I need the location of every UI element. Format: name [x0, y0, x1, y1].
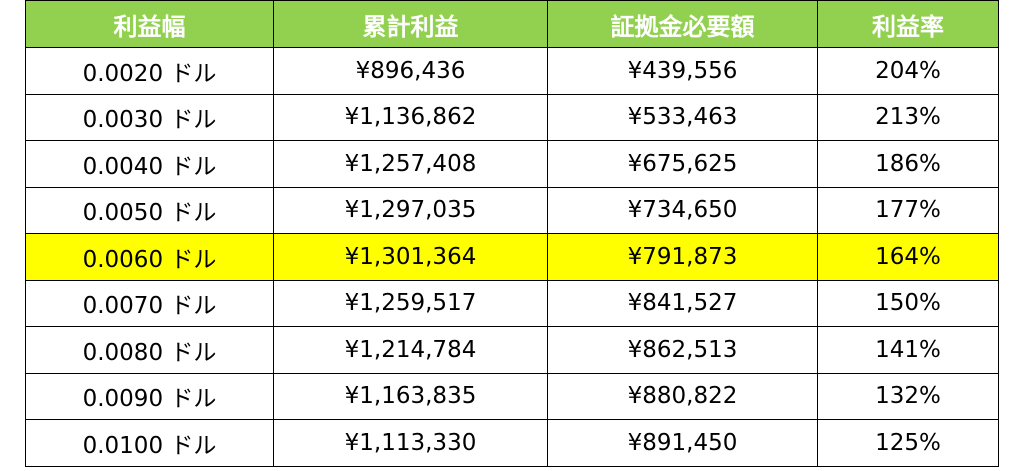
cell-profit-rate[interactable]: 132%	[817, 372, 999, 420]
cell-profit-width[interactable]: 0.0060 ドル	[25, 233, 274, 281]
cell-profit-width[interactable]: 0.0090 ドル	[25, 372, 274, 420]
cell-profit-width[interactable]: 0.0020 ドル	[25, 47, 274, 95]
spreadsheet-area: 利益幅 累計利益 証拠金必要額 利益率 0.0020 ドル ¥896,436 ¥…	[25, 0, 999, 467]
table-header: 利益幅 累計利益 証拠金必要額 利益率	[25, 0, 999, 48]
profit-table: 利益幅 累計利益 証拠金必要額 利益率 0.0020 ドル ¥896,436 ¥…	[25, 0, 999, 467]
cell-profit-width[interactable]: 0.0050 ドル	[25, 186, 274, 234]
cell-profit-width[interactable]: 0.0100 ドル	[25, 419, 274, 467]
cell-profit-rate[interactable]: 213%	[817, 93, 999, 141]
header-profit-rate[interactable]: 利益率	[817, 0, 999, 48]
cell-cumulative-profit[interactable]: ¥1,113,330	[273, 419, 548, 467]
table-body: 0.0020 ドル ¥896,436 ¥439,556 204% 0.0030 …	[25, 47, 999, 467]
cell-cumulative-profit[interactable]: ¥1,214,784	[273, 326, 548, 374]
cell-profit-width[interactable]: 0.0070 ドル	[25, 279, 274, 327]
cell-profit-rate[interactable]: 125%	[817, 419, 999, 467]
cell-cumulative-profit[interactable]: ¥1,301,364	[273, 233, 548, 281]
header-required-margin[interactable]: 証拠金必要額	[547, 0, 818, 48]
cell-required-margin[interactable]: ¥880,822	[547, 372, 818, 420]
cell-profit-width[interactable]: 0.0030 ドル	[25, 93, 274, 141]
cell-cumulative-profit[interactable]: ¥1,257,408	[273, 140, 548, 188]
cell-required-margin[interactable]: ¥675,625	[547, 140, 818, 188]
cell-profit-rate[interactable]: 164%	[817, 233, 999, 281]
cell-cumulative-profit[interactable]: ¥1,297,035	[273, 186, 548, 234]
cell-profit-rate[interactable]: 177%	[817, 186, 999, 234]
cell-required-margin[interactable]: ¥734,650	[547, 186, 818, 234]
cell-cumulative-profit[interactable]: ¥1,259,517	[273, 279, 548, 327]
table-row: 0.0090 ドル ¥1,163,835 ¥880,822 132%	[25, 372, 999, 420]
table-row: 0.0030 ドル ¥1,136,862 ¥533,463 213%	[25, 93, 999, 141]
cell-cumulative-profit[interactable]: ¥896,436	[273, 47, 548, 95]
cell-profit-width[interactable]: 0.0040 ドル	[25, 140, 274, 188]
table-row: 0.0100 ドル ¥1,113,330 ¥891,450 125%	[25, 419, 999, 467]
cell-required-margin[interactable]: ¥891,450	[547, 419, 818, 467]
cell-cumulative-profit[interactable]: ¥1,136,862	[273, 93, 548, 141]
cell-cumulative-profit[interactable]: ¥1,163,835	[273, 372, 548, 420]
cell-profit-rate[interactable]: 141%	[817, 326, 999, 374]
table-row-highlighted: 0.0060 ドル ¥1,301,364 ¥791,873 164%	[25, 233, 999, 281]
header-cumulative-profit[interactable]: 累計利益	[273, 0, 548, 48]
cell-profit-rate[interactable]: 150%	[817, 279, 999, 327]
table-row: 0.0070 ドル ¥1,259,517 ¥841,527 150%	[25, 279, 999, 327]
cell-required-margin[interactable]: ¥862,513	[547, 326, 818, 374]
table-row: 0.0050 ドル ¥1,297,035 ¥734,650 177%	[25, 186, 999, 234]
cell-required-margin[interactable]: ¥791,873	[547, 233, 818, 281]
table-row: 0.0080 ドル ¥1,214,784 ¥862,513 141%	[25, 326, 999, 374]
header-profit-width[interactable]: 利益幅	[25, 0, 274, 48]
cell-required-margin[interactable]: ¥533,463	[547, 93, 818, 141]
cell-profit-width[interactable]: 0.0080 ドル	[25, 326, 274, 374]
header-row: 利益幅 累計利益 証拠金必要額 利益率	[25, 0, 999, 48]
table-row: 0.0040 ドル ¥1,257,408 ¥675,625 186%	[25, 140, 999, 188]
table-row: 0.0020 ドル ¥896,436 ¥439,556 204%	[25, 47, 999, 95]
cell-profit-rate[interactable]: 204%	[817, 47, 999, 95]
cell-profit-rate[interactable]: 186%	[817, 140, 999, 188]
cell-required-margin[interactable]: ¥841,527	[547, 279, 818, 327]
cell-required-margin[interactable]: ¥439,556	[547, 47, 818, 95]
